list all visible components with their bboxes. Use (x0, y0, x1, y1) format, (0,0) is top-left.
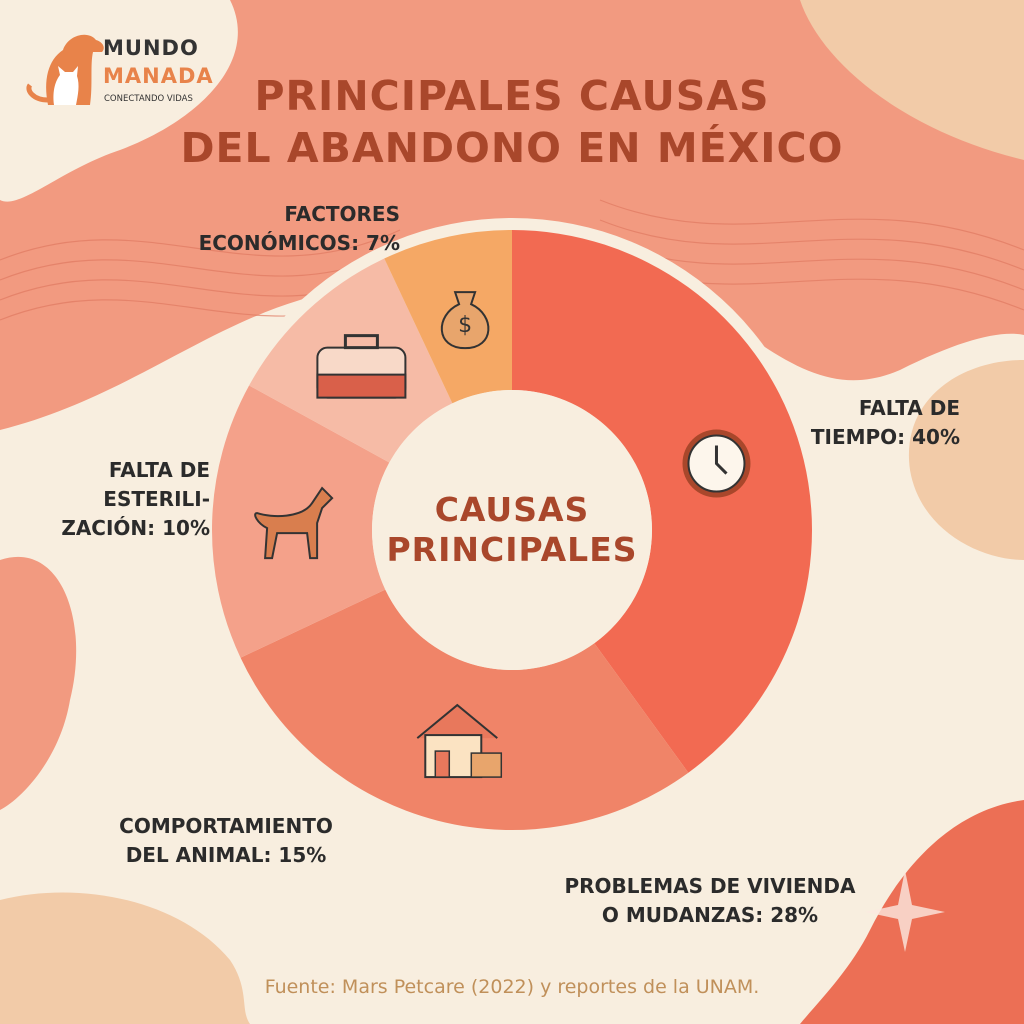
label-factores-economicos: FACTORES ECONÓMICOS: 7% (180, 200, 400, 258)
logo-line1: MUNDO (103, 36, 199, 60)
label-line: DEL ANIMAL: 15% (125, 843, 327, 867)
label-line: FALTA DE (108, 458, 210, 482)
center-line1: CAUSAS (434, 490, 590, 529)
barking-dog-icon (254, 486, 334, 560)
center-line2: PRINCIPALES (386, 530, 638, 569)
logo-tagline: CONECTANDO VIDAS (104, 94, 193, 104)
label-comportamiento: COMPORTAMIENTO DEL ANIMAL: 15% (96, 812, 356, 870)
donut-hole (372, 390, 652, 670)
label-line: ESTERILI- (103, 487, 210, 511)
dog-cat-logo-icon (26, 34, 104, 105)
label-line: TIEMPO: 40% (810, 425, 960, 449)
label-line: COMPORTAMIENTO (119, 814, 333, 838)
source-note: Fuente: Mars Petcare (2022) y reportes d… (264, 976, 760, 998)
label-falta-de-tiempo: FALTA DE TIEMPO: 40% (800, 394, 960, 452)
clock-icon (682, 429, 751, 498)
money-bag-icon: $ (440, 291, 490, 350)
house-icon (416, 703, 503, 779)
pet-carrier-icon (316, 334, 407, 399)
label-line: ZACIÓN: 10% (61, 516, 210, 540)
label-line: FACTORES (284, 202, 400, 226)
page-title: PRINCIPALES CAUSAS DEL ABANDONO EN MÉXIC… (0, 70, 1024, 174)
label-line: FALTA DE (858, 396, 960, 420)
label-line: PROBLEMAS DE VIVIENDA (564, 874, 856, 898)
title-line2: DEL ABANDONO EN MÉXICO (180, 124, 844, 172)
logo: MUNDO MANADA CONECTANDO VIDAS (18, 30, 248, 110)
logo-line2: MANADA (103, 64, 214, 88)
label-vivienda: PROBLEMAS DE VIVIENDA O MUDANZAS: 28% (540, 872, 880, 930)
label-line: O MUDANZAS: 28% (601, 903, 819, 927)
label-line: ECONÓMICOS: 7% (198, 231, 400, 255)
title-line1: PRINCIPALES CAUSAS (254, 72, 770, 120)
label-esterilizacion: FALTA DE ESTERILI- ZACIÓN: 10% (50, 456, 210, 543)
donut-center-label: CAUSAS PRINCIPALES (372, 490, 652, 570)
donut-slice-0 (512, 230, 812, 773)
svg-text:$: $ (458, 313, 472, 338)
